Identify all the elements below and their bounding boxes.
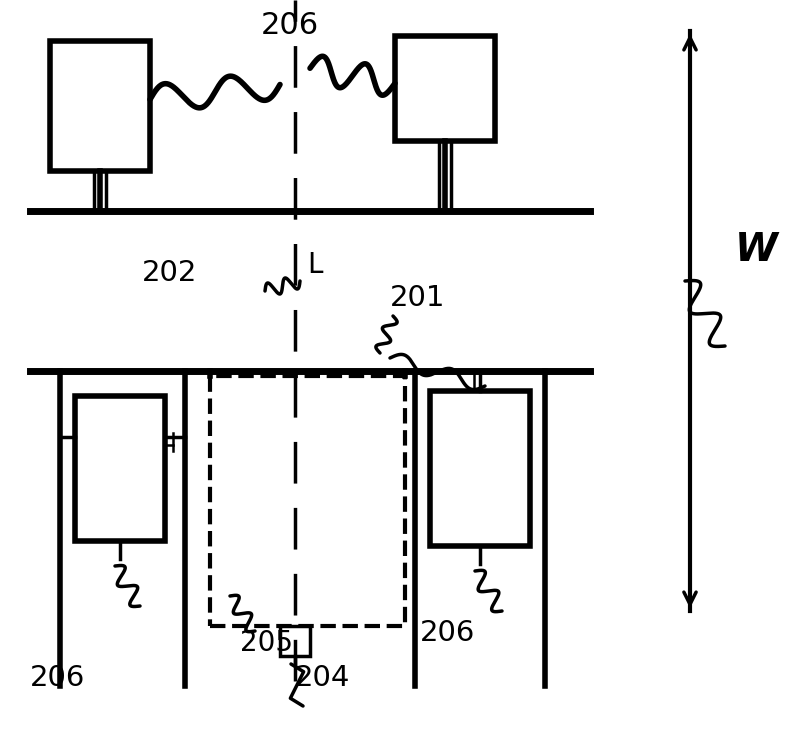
Text: 206: 206 bbox=[420, 619, 476, 647]
Text: L: L bbox=[307, 251, 323, 279]
Bar bbox=[210, 376, 405, 626]
Text: 206: 206 bbox=[30, 664, 85, 692]
Bar bbox=[280, 626, 310, 656]
Bar bbox=[395, 36, 495, 141]
Text: 204: 204 bbox=[295, 664, 350, 692]
Bar bbox=[430, 391, 530, 546]
Bar bbox=[75, 396, 165, 541]
Text: 201: 201 bbox=[390, 284, 445, 312]
Bar bbox=[50, 41, 150, 171]
Text: W: W bbox=[735, 231, 778, 269]
Text: 205: 205 bbox=[240, 629, 293, 657]
Text: 202: 202 bbox=[142, 259, 198, 287]
Text: 206: 206 bbox=[261, 11, 319, 40]
